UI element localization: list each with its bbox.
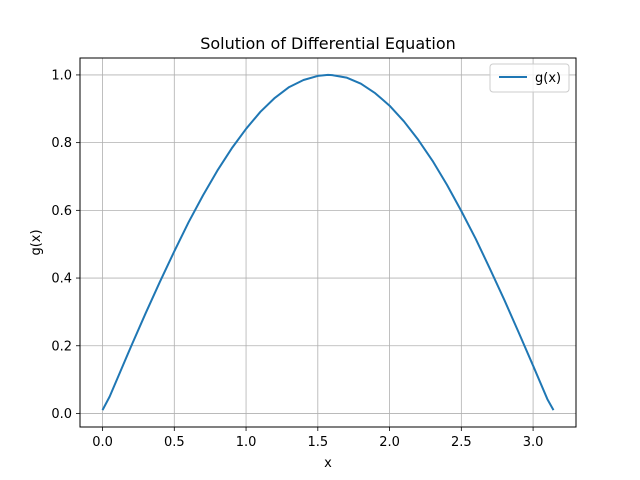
x-tick-label: 0.0 xyxy=(92,435,113,450)
y-tick-label: 0.8 xyxy=(51,136,72,151)
y-axis-label: g(x) xyxy=(29,229,44,255)
x-tick-label: 1.0 xyxy=(236,435,257,450)
grid-lines xyxy=(80,58,576,427)
plot-frame xyxy=(79,57,577,428)
legend: g(x) xyxy=(489,63,570,93)
x-tick-label: 0.5 xyxy=(164,435,185,450)
x-tick-label: 2.0 xyxy=(379,435,400,450)
series-line-g-x xyxy=(101,73,555,411)
axis-ticks: 0.0 0.5 1.0 1.5 2.0 2.5 3.0 0.0 0.2 0.4 0.6 0.8 1.0 xyxy=(51,68,543,450)
x-tick-label: 3.0 xyxy=(523,435,544,450)
y-tick-label: 0.4 xyxy=(51,272,72,287)
x-tick-label: 1.5 xyxy=(307,435,328,450)
x-axis-label: x xyxy=(324,456,332,471)
y-tick-label: 1.0 xyxy=(51,68,72,83)
x-tick-label: 2.5 xyxy=(451,435,472,450)
chart-title: Solution of Differential Equation xyxy=(200,34,456,53)
y-tick-label: 0.6 xyxy=(51,204,72,219)
legend-box xyxy=(489,63,570,93)
y-tick-label: 0.2 xyxy=(51,339,72,354)
series-layer xyxy=(101,73,555,411)
y-tick-label: 0.0 xyxy=(51,407,72,422)
legend-label-g-x: g(x) xyxy=(535,71,561,86)
